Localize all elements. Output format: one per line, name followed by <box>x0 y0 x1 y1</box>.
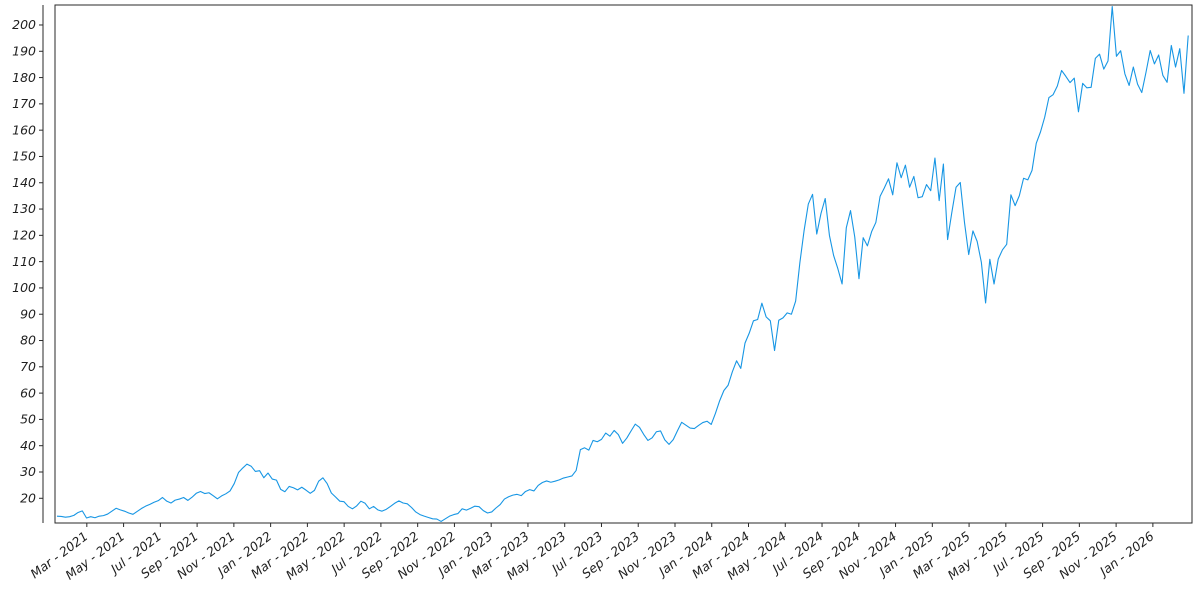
y-tick-label: 180 <box>12 70 36 85</box>
y-tick-label: 20 <box>20 490 36 505</box>
y-tick-label: 130 <box>12 201 36 216</box>
y-tick-label: 140 <box>12 175 36 190</box>
y-tick-label: 60 <box>20 385 36 400</box>
y-tick-label: 30 <box>20 464 36 479</box>
y-tick-label: 100 <box>12 280 36 295</box>
y-tick-label: 110 <box>12 254 36 269</box>
y-tick-label: 170 <box>12 96 36 111</box>
y-tick-label: 190 <box>12 43 36 58</box>
y-tick-label: 80 <box>20 333 36 348</box>
y-tick-label: 200 <box>12 17 36 32</box>
y-tick-label: 150 <box>12 149 36 164</box>
y-tick-label: 160 <box>12 122 36 137</box>
y-tick-label: 90 <box>20 306 36 321</box>
y-tick-label: 70 <box>20 359 36 374</box>
y-tick-label: 120 <box>12 228 36 243</box>
plot-border <box>54 4 1193 524</box>
price-line <box>56 6 1189 522</box>
y-axis: 20 30 40 50 60 70 80 90 100 110 120 130 140 150 160 170… <box>12 5 44 523</box>
y-tick-label: 50 <box>20 412 36 427</box>
y-tick-label: 40 <box>20 438 36 453</box>
